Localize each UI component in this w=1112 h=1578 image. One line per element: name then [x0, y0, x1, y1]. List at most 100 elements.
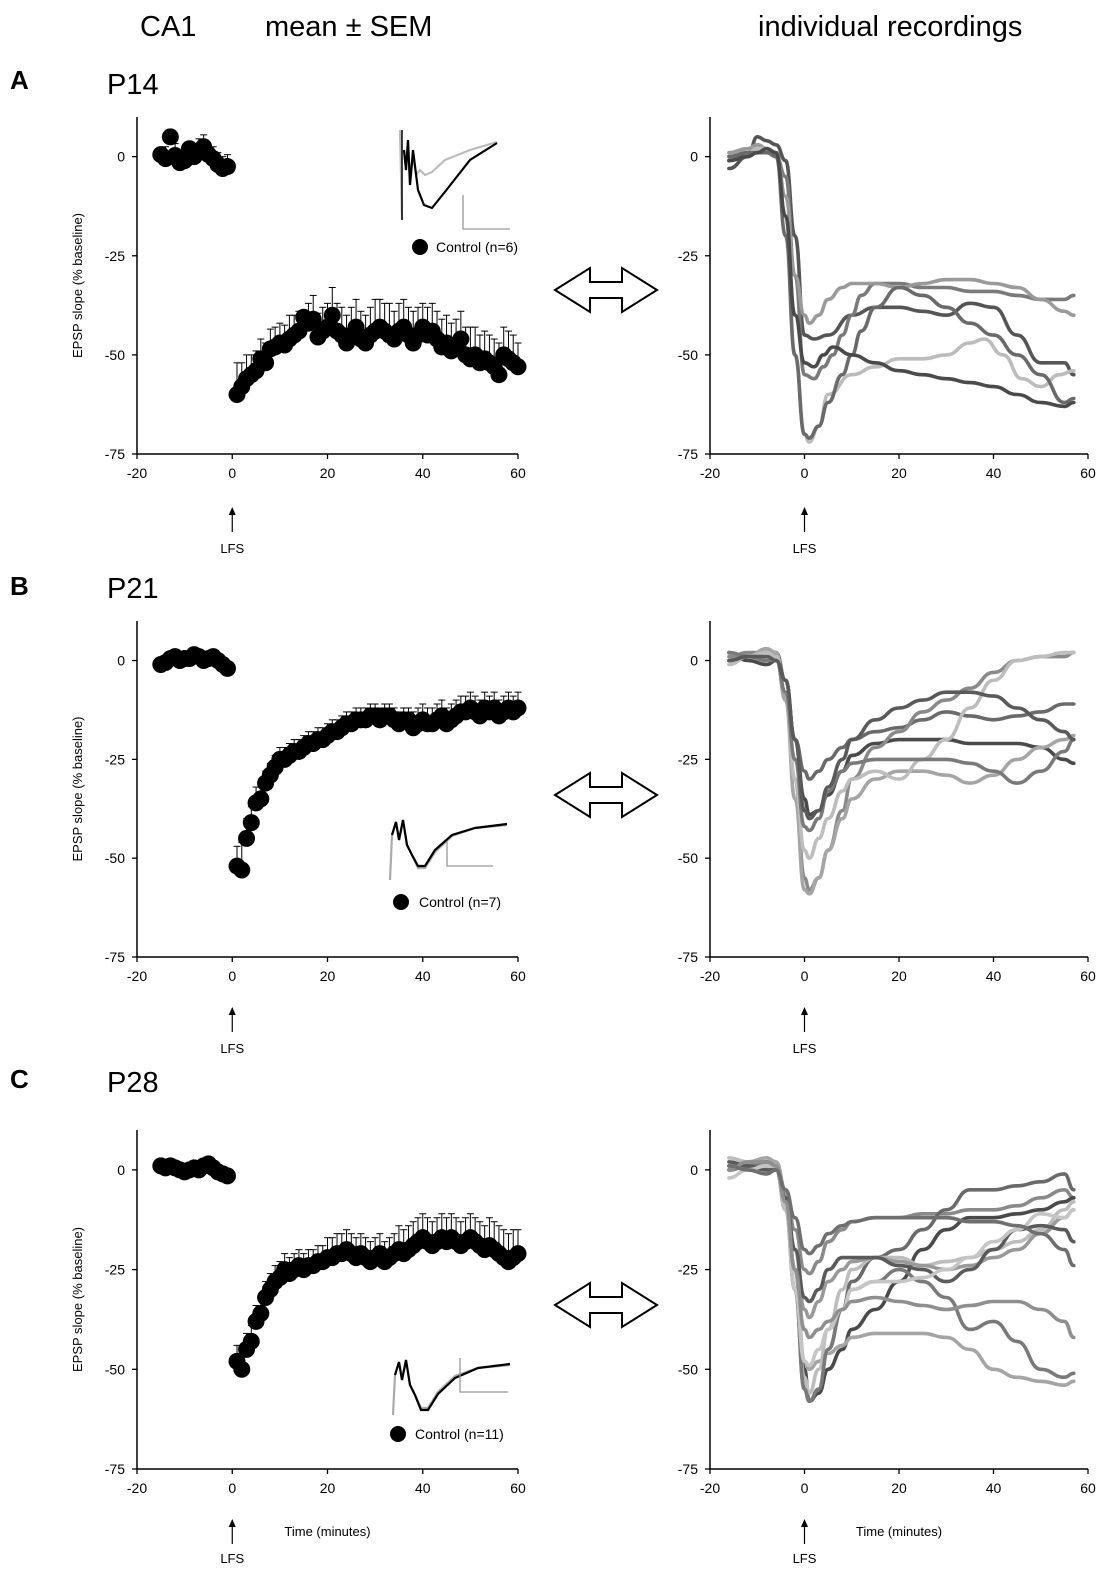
data-point	[242, 1332, 260, 1350]
data-point	[452, 330, 470, 348]
data-point	[490, 366, 508, 384]
mean-ytick-label: -75	[105, 949, 125, 965]
lfs-label: LFS	[220, 1041, 244, 1056]
legend-a: Control (n=6)	[412, 239, 518, 255]
lfs-label: LFS	[220, 541, 244, 556]
panel-letter-a: A	[10, 65, 29, 95]
lfs-arrow-head	[801, 1007, 808, 1015]
individual-xtick-label: 20	[891, 968, 907, 984]
individual-xtick-label: 40	[986, 968, 1002, 984]
lfs-label: LFS	[793, 541, 817, 556]
mean-xtick-label: 20	[320, 1480, 336, 1496]
individual-plot-c: 0 -25 -50 -75-20 0 20 40 60 LFS Time (minutes)	[678, 1130, 1096, 1566]
individual-x-axis-title: Time (minutes)	[856, 1524, 942, 1539]
mean-xtick-label: -20	[127, 968, 147, 984]
individual-xtick-label: 60	[1080, 968, 1096, 984]
data-point	[509, 1245, 527, 1263]
lfs-label: LFS	[793, 1551, 817, 1566]
lfs-label: LFS	[793, 1041, 817, 1056]
lfs-arrow-head	[801, 507, 808, 515]
individual-xtick-label: 0	[801, 465, 809, 481]
mean-xtick-label: 0	[228, 1480, 236, 1496]
mean-ytick-label: 0	[117, 149, 125, 165]
mean-y-axis-title: EPSP slope (% baseline)	[70, 1227, 85, 1372]
mean-xtick-label: 40	[415, 968, 431, 984]
panel-age-b: P21	[107, 573, 159, 605]
legend-label-b: Control (n=7)	[419, 894, 501, 910]
recording-line-1	[727, 135, 1076, 377]
lfs-arrow-head	[228, 1519, 236, 1527]
mean-xtick-label: 60	[510, 968, 526, 984]
mean-plot-c: 0 -25 -50 -75-20 0 20 40 60 LFS Time (minutes) EPS…	[70, 1130, 527, 1566]
legend-label-a: Control (n=6)	[436, 239, 518, 255]
lfs-arrow-head	[801, 1519, 808, 1527]
individual-xtick-label: 0	[801, 968, 809, 984]
mean-xtick-label: 20	[320, 465, 336, 481]
epsp-trace-inset-a	[398, 129, 510, 230]
legend-marker-b	[393, 894, 409, 910]
individual-ytick-label: -50	[678, 1361, 698, 1377]
mean-xtick-label: 40	[415, 465, 431, 481]
individual-xtick-label: 20	[891, 1480, 907, 1496]
mean-xtick-label: 20	[320, 968, 336, 984]
mean-y-axis-title: EPSP slope (% baseline)	[70, 213, 85, 358]
data-point	[509, 358, 527, 376]
mean-ytick-label: -50	[105, 1361, 125, 1377]
data-point	[252, 790, 270, 808]
mean-column-title: mean ± SEM	[265, 11, 432, 43]
individual-xtick-label: 60	[1080, 465, 1096, 481]
individual-xtick-label: 20	[891, 465, 907, 481]
mean-ytick-label: 0	[117, 1162, 125, 1178]
individual-plot-a: 0 -25 -50 -75-20 0 20 40 60 LFS	[678, 117, 1096, 556]
mean-xtick-label: -20	[127, 1480, 147, 1496]
individual-ytick-label: -75	[678, 446, 698, 462]
legend-c: Control (n=11)	[390, 1426, 504, 1442]
panel-letter-c: C	[10, 1064, 29, 1094]
data-point	[218, 1167, 236, 1185]
individual-column-title: individual recordings	[758, 11, 1022, 43]
individual-ytick-label: -50	[678, 850, 698, 866]
lfs-label: LFS	[220, 1551, 244, 1566]
legend-label-c: Control (n=11)	[415, 1426, 504, 1442]
individual-xtick-label: 0	[801, 1480, 809, 1496]
individual-xtick-label: -20	[700, 968, 720, 984]
mean-ytick-label: -75	[105, 1461, 125, 1477]
mean-xtick-label: 60	[510, 465, 526, 481]
panel-letter-b: B	[10, 571, 29, 601]
recording-line-6	[727, 146, 1076, 409]
data-point	[233, 1360, 251, 1378]
legend-b: Control (n=7)	[393, 894, 501, 910]
double-arrow-b	[553, 771, 659, 819]
epsp-trace-inset-c	[391, 1358, 511, 1416]
mean-y-axis-title: EPSP slope (% baseline)	[70, 716, 85, 861]
mean-x-axis-title: Time (minutes)	[284, 1524, 370, 1539]
legend-marker-a	[412, 239, 428, 255]
individual-xtick-label: 60	[1080, 1480, 1096, 1496]
data-point	[233, 861, 251, 879]
data-point	[161, 128, 179, 146]
data-point	[218, 659, 236, 677]
double-arrow-a	[553, 266, 659, 314]
individual-xtick-label: -20	[700, 465, 720, 481]
mean-xtick-label: 40	[415, 1480, 431, 1496]
individual-ytick-label: 0	[690, 1162, 698, 1178]
individual-ytick-label: -75	[678, 949, 698, 965]
data-point	[218, 158, 236, 176]
epsp-trace-inset-b	[388, 819, 508, 881]
individual-ytick-label: -25	[678, 1262, 698, 1278]
panel-age-c: P28	[107, 1067, 159, 1099]
data-point	[252, 1304, 270, 1322]
mean-xtick-label: -20	[127, 465, 147, 481]
data-point	[238, 829, 256, 847]
mean-xtick-label: 0	[228, 968, 236, 984]
double-arrow-c	[553, 1281, 659, 1329]
mean-ytick-label: -50	[105, 347, 125, 363]
individual-ytick-label: -75	[678, 1461, 698, 1477]
mean-ytick-label: -50	[105, 850, 125, 866]
recording-line-11	[727, 1164, 1076, 1268]
individual-ytick-label: -25	[678, 751, 698, 767]
panel-age-a: P14	[107, 69, 159, 101]
recording-line-5	[727, 150, 1076, 440]
recording-line-6	[727, 650, 1076, 833]
